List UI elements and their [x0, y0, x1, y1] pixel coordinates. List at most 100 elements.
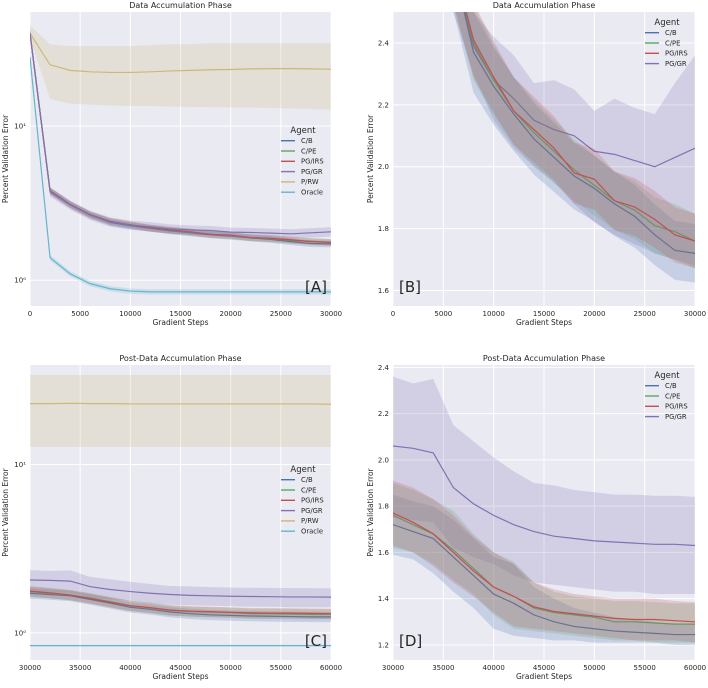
chart-title: Post-Data Accumulation Phase	[483, 354, 605, 363]
confidence-band-c-b	[453, 12, 695, 283]
x-tick-label: 50000	[583, 664, 605, 672]
y-tick-label: 2.0	[378, 456, 389, 464]
x-tick-label: 40000	[483, 664, 505, 672]
y-tick-label: 1.8	[378, 503, 389, 511]
x-tick-label: 15000	[533, 310, 555, 318]
x-axis-label: Gradient Steps	[152, 318, 208, 327]
confidence-band-pg-irs	[30, 586, 331, 619]
y-tick-label: 1.8	[378, 225, 389, 233]
legend-label: PG/GR	[301, 168, 323, 176]
panel-label: [D]	[399, 632, 422, 650]
legend-label: C/B	[665, 29, 677, 37]
y-axis-label: Percent Validation Error	[366, 114, 375, 203]
confidence-band-c-b	[393, 494, 695, 645]
series-line-pg-irs	[465, 12, 695, 242]
confidence-band-c-pe	[393, 483, 695, 643]
y-axis-label: Percent Validation Error	[1, 467, 10, 556]
x-tick-label: 30000	[382, 664, 404, 672]
legend-label: P/RW	[301, 178, 319, 186]
y-tick-label: 1.6	[378, 549, 390, 557]
x-tick-label: 30000	[19, 664, 41, 672]
legend-title: Agent	[290, 465, 316, 475]
series-line-c-b	[393, 524, 695, 636]
x-tick-label: 10000	[483, 310, 505, 318]
series-line-pg-gr	[393, 445, 695, 547]
x-tick-label: 5000	[434, 310, 452, 318]
series-line-pg-irs	[30, 590, 331, 615]
legend-label: C/PE	[301, 486, 316, 494]
confidence-band-pg-irs	[455, 12, 695, 269]
y-tick-label: 2.2	[378, 410, 389, 418]
chart-title: Post-Data Accumulation Phase	[119, 354, 241, 363]
series-line-pg-gr	[464, 12, 695, 168]
y-tick-label: 10¹	[14, 123, 26, 131]
panel-a: 0 5000 10000 15000 20000 25000 30000 10⁰ 10¹ Data…	[1, 1, 342, 327]
legend-title: Agent	[654, 371, 680, 381]
legend-label: C/PE	[301, 147, 316, 155]
confidence-band-p-rw	[30, 25, 331, 110]
x-tick-label: 30000	[684, 310, 706, 318]
legend-label: P/RW	[301, 517, 319, 525]
series-group	[453, 12, 695, 283]
legend-label: C/B	[665, 382, 677, 390]
legend-label: PG/GR	[665, 60, 687, 68]
y-tick-label: 1.4	[378, 595, 390, 603]
x-axis-label: Gradient Steps	[152, 672, 208, 681]
x-tick-label: 25000	[634, 310, 656, 318]
confidence-band-pg-gr	[453, 12, 695, 266]
legend-label: C/B	[301, 137, 313, 145]
x-tick-label: 0	[28, 310, 32, 318]
y-axis-label: Percent Validation Error	[1, 114, 10, 203]
series-line-oracle	[30, 57, 331, 293]
x-tick-label: 35000	[432, 664, 454, 672]
confidence-band-c-pe	[30, 586, 331, 620]
series-group	[30, 375, 331, 647]
x-axis-label: Gradient Steps	[516, 672, 572, 681]
x-tick-label: 5000	[71, 310, 89, 318]
x-tick-label: 60000	[320, 664, 342, 672]
legend-label: PG/IRS	[301, 497, 324, 505]
y-tick-label: 10¹	[14, 461, 26, 469]
confidence-band-pg-gr	[393, 376, 695, 595]
x-tick-label: 30000	[320, 310, 342, 318]
panel-label: [C]	[305, 632, 327, 650]
x-tick-label: 40000	[119, 664, 141, 672]
x-tick-label: 35000	[69, 664, 91, 672]
x-tick-label: 20000	[220, 310, 242, 318]
series-line-pg-gr	[30, 33, 331, 235]
confidence-band-pg-gr	[30, 570, 331, 608]
x-tick-label: 10000	[119, 310, 141, 318]
x-axis-label: Gradient Steps	[516, 318, 572, 327]
y-tick-label: 10⁰	[14, 629, 26, 637]
x-tick-label: 15000	[169, 310, 191, 318]
legend-title: Agent	[290, 126, 316, 136]
x-tick-label: 55000	[634, 664, 656, 672]
x-tick-label: 20000	[583, 310, 605, 318]
series-line-pg-irs	[393, 512, 695, 623]
legend-title: Agent	[654, 18, 680, 28]
x-tick-label: 25000	[270, 310, 292, 318]
legend-label: PG/IRS	[301, 158, 324, 166]
panel-b: 0 5000 10000 15000 20000 25000 30000 1.6 1.8 2.0 2…	[366, 1, 706, 327]
series-group	[393, 376, 695, 645]
series-line-p-rw	[30, 32, 331, 74]
series-line-c-b	[30, 592, 331, 618]
legend-label: C/B	[301, 476, 313, 484]
y-tick-label: 10⁰	[14, 277, 26, 285]
legend-label: PG/IRS	[665, 403, 688, 411]
series-line-c-pe	[393, 514, 695, 625]
y-tick-label: 2.0	[378, 163, 389, 171]
panel-label: [A]	[305, 278, 327, 296]
x-tick-label: 45000	[169, 664, 191, 672]
legend-label: Oracle	[301, 189, 323, 197]
confidence-band-pg-irs	[393, 480, 695, 643]
panel-d: 30000 35000 40000 45000 50000 55000 60000 1.2 1.…	[366, 354, 706, 681]
chart-title: Data Accumulation Phase	[493, 1, 596, 10]
x-tick-label: 45000	[533, 664, 555, 672]
series-line-c-pe	[465, 12, 695, 242]
